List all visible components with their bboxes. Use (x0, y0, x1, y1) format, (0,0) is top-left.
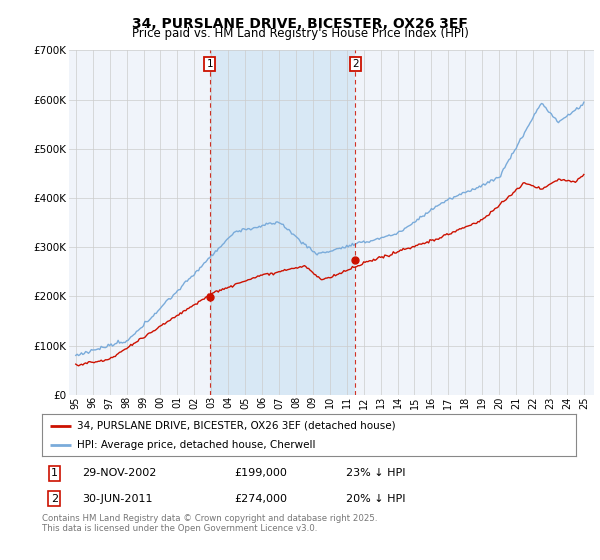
Bar (210, 50, 355, 395)
Text: Price paid vs. HM Land Registry's House Price Index (HPI): Price paid vs. HM Land Registry's House … (131, 27, 469, 40)
Text: 2: 2 (51, 493, 58, 503)
Text: 34, PURSLANE DRIVE, BICESTER, OX26 3EF: 34, PURSLANE DRIVE, BICESTER, OX26 3EF (132, 17, 468, 31)
Text: 1: 1 (51, 468, 58, 478)
Text: 23% ↓ HPI: 23% ↓ HPI (346, 468, 406, 478)
Text: HPI: Average price, detached house, Cherwell: HPI: Average price, detached house, Cher… (77, 440, 315, 450)
Text: £199,000: £199,000 (234, 468, 287, 478)
Text: 20% ↓ HPI: 20% ↓ HPI (346, 493, 406, 503)
Text: 30-JUN-2011: 30-JUN-2011 (82, 493, 152, 503)
Text: 29-NOV-2002: 29-NOV-2002 (82, 468, 157, 478)
Text: 34, PURSLANE DRIVE, BICESTER, OX26 3EF (detached house): 34, PURSLANE DRIVE, BICESTER, OX26 3EF (… (77, 421, 395, 431)
Text: £274,000: £274,000 (234, 493, 287, 503)
Text: 1: 1 (206, 59, 213, 69)
Text: 2: 2 (352, 59, 359, 69)
Text: Contains HM Land Registry data © Crown copyright and database right 2025.
This d: Contains HM Land Registry data © Crown c… (42, 514, 377, 534)
